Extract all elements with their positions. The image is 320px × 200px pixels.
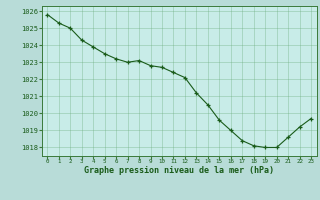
X-axis label: Graphe pression niveau de la mer (hPa): Graphe pression niveau de la mer (hPa) bbox=[84, 166, 274, 175]
